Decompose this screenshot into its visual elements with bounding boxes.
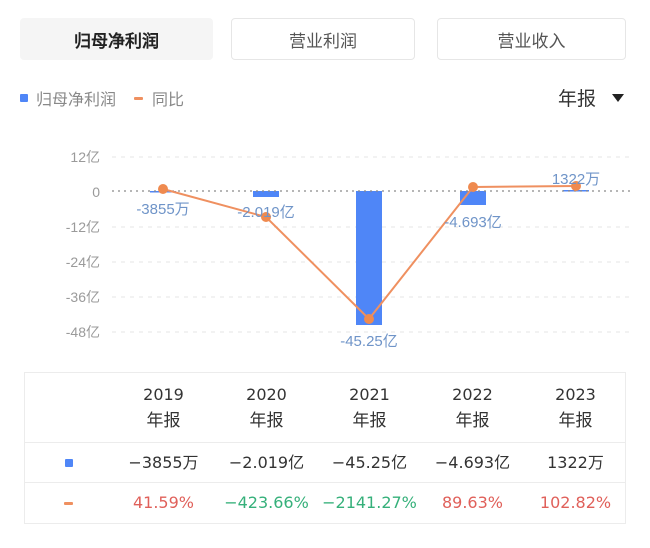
table-cell: 102.82%: [539, 493, 612, 512]
table-cell: −2141.27%: [322, 493, 417, 512]
bars: [150, 190, 589, 325]
profit-chart: 12亿 0 -12亿 -24亿 -36亿 -48亿 -3855万: [0, 140, 650, 360]
period-selector[interactable]: 年报: [558, 84, 624, 111]
bar-2020[interactable]: [253, 191, 279, 197]
y-axis-labels: 12亿 0 -12亿 -24亿 -36亿 -48亿: [66, 149, 100, 340]
tab-net-profit-attributable[interactable]: 归母净利润: [20, 18, 213, 60]
bar-data-labels: -3855万 -2.019亿 -45.25亿 -4.693亿 1322万: [136, 171, 600, 350]
y-tick: -36亿: [66, 289, 100, 305]
table-cell: 89.63%: [441, 493, 503, 512]
legend-bar-label[interactable]: 归母净利润: [36, 90, 117, 109]
header-cell: 2019 年报: [143, 384, 184, 431]
yoy-point-2022[interactable]: [468, 182, 478, 192]
tab-operating-profit[interactable]: 营业利润: [231, 18, 415, 60]
data-label-2020: -2.019亿: [237, 204, 295, 221]
y-tick: -24亿: [66, 254, 100, 270]
row-marker-cell: [25, 501, 112, 505]
header-cell: 2020 年报: [246, 384, 287, 431]
yoy-point-2020[interactable]: [261, 212, 271, 222]
header-cell: 2021 年报: [349, 384, 390, 431]
y-tick: -12亿: [66, 219, 100, 235]
row-marker-cell: [25, 458, 112, 467]
chart-svg: 12亿 0 -12亿 -24亿 -36亿 -48亿 -3855万: [66, 149, 630, 350]
yoy-point-2019[interactable]: [158, 184, 168, 194]
bar-2021[interactable]: [356, 191, 382, 325]
header-cell: 2022 年报: [452, 384, 493, 431]
table-cell: −423.66%: [224, 493, 309, 512]
table-cell: −3855万: [128, 452, 199, 472]
table-cell: 1322万: [547, 452, 604, 472]
caret-down-icon: [612, 93, 624, 102]
table-row-yoy: 41.59% −423.66% −2141.27% 89.63% 102.82%: [25, 483, 625, 523]
table-row-net-profit: −3855万 −2.019亿 −45.25亿 −4.693亿 1322万: [25, 443, 625, 483]
yoy-point-2021[interactable]: [364, 314, 374, 324]
table-cell: 41.59%: [132, 493, 194, 512]
line-series-marker-icon: [64, 501, 73, 505]
yoy-points: [158, 181, 581, 324]
table-cell: −2.019亿: [228, 452, 305, 472]
bar-series-marker-icon: [64, 458, 73, 467]
data-table: 2019 年报 2020 年报 2021 年报 2022 年报 2023 年报 −3855…: [24, 372, 626, 524]
y-tick: -48亿: [66, 324, 100, 340]
line-series-swatch-icon: [134, 96, 144, 100]
data-label-2022: -4.693亿: [444, 214, 502, 231]
data-label-2019: -3855万: [136, 201, 189, 218]
chart-legend: 归母净利润 同比: [20, 86, 184, 110]
table-header-row: 2019 年报 2020 年报 2021 年报 2022 年报 2023 年报: [25, 373, 625, 443]
bar-series-swatch-icon: [20, 94, 28, 102]
period-selector-value: 年报: [557, 88, 596, 110]
y-tick: 12亿: [70, 149, 100, 165]
metric-tabs: 归母净利润 营业利润 营业收入: [20, 18, 626, 62]
tab-operating-revenue[interactable]: 营业收入: [437, 18, 626, 60]
yoy-point-2023[interactable]: [571, 181, 581, 191]
legend-line-label[interactable]: 同比: [152, 90, 185, 109]
table-cell: −4.693亿: [434, 452, 511, 472]
data-label-2021: -45.25亿: [340, 333, 398, 350]
data-label-2023: 1322万: [552, 171, 600, 188]
y-tick: 0: [92, 184, 100, 200]
header-cell: 2023 年报: [555, 384, 596, 431]
table-cell: −45.25亿: [331, 452, 408, 472]
